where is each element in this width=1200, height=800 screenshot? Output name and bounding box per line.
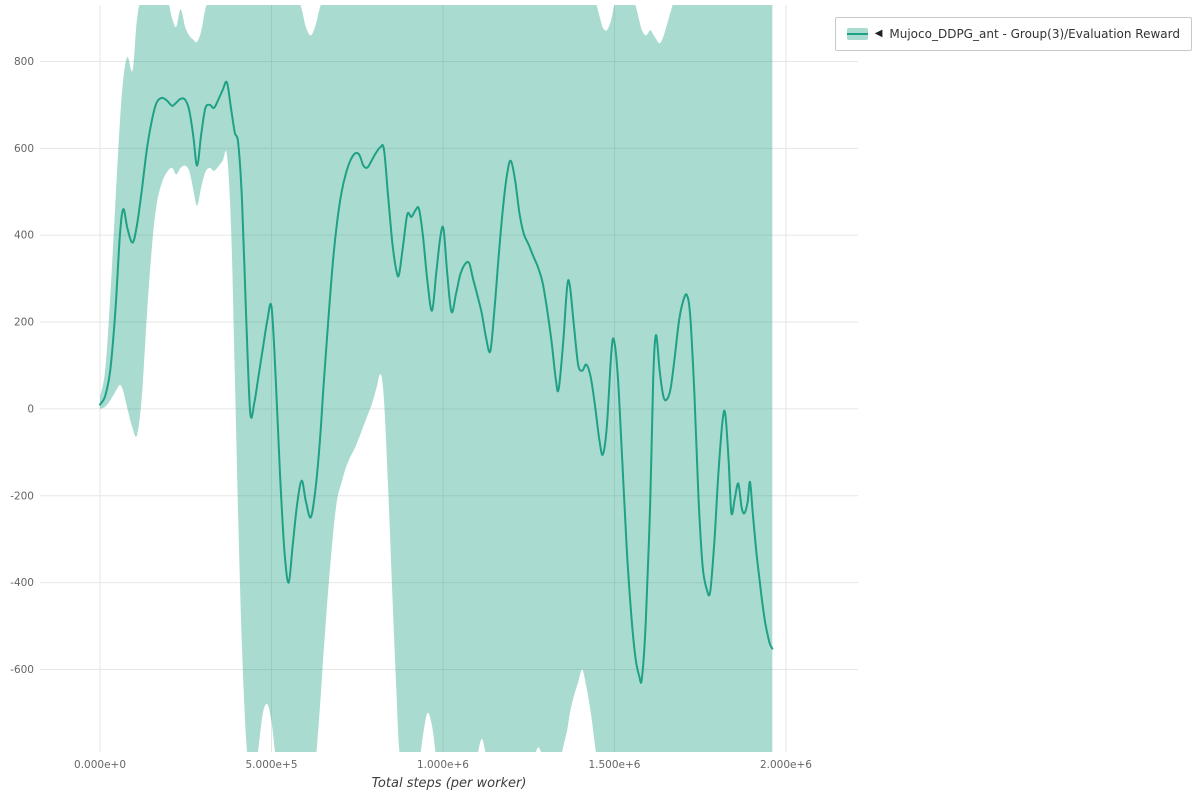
- y-tick-label: 400: [14, 230, 34, 242]
- x-tick-label: 5.000e+5: [246, 759, 298, 771]
- tick-labels: 800 600 400 200 0 -200 -400 -600 0.000e+0 5.000e+…: [10, 56, 812, 771]
- x-axis-title: Total steps (per worker): [371, 776, 527, 791]
- y-tick-label: -400: [10, 577, 34, 589]
- confidence-band: [100, 5, 773, 752]
- legend-collapse-arrow-icon: ◀: [874, 28, 883, 39]
- legend-item-evaluation-reward[interactable]: ◀ Mujoco_DDPG_ant - Group(3)/Evaluation …: [834, 17, 1192, 51]
- y-tick-label: -200: [10, 490, 34, 502]
- x-tick-label: 1.500e+6: [588, 759, 640, 771]
- x-tick-label: 1.000e+6: [417, 759, 469, 771]
- y-tick-label: 200: [14, 317, 34, 329]
- mean-reward-line: [99, 80, 774, 684]
- y-tick-label: 600: [14, 143, 34, 155]
- x-tick-label: 0.000e+0: [74, 759, 126, 771]
- y-tick-label: 0: [27, 403, 34, 415]
- legend-label: Mujoco_DDPG_ant - Group(3)/Evaluation Re…: [889, 27, 1180, 41]
- plot-area: [99, 5, 774, 752]
- gridlines: [40, 5, 858, 752]
- legend-series-swatch-icon: [846, 28, 868, 40]
- x-tick-label: 2.000e+6: [760, 759, 812, 771]
- y-tick-label: 800: [14, 56, 34, 68]
- y-tick-label: -600: [10, 664, 34, 676]
